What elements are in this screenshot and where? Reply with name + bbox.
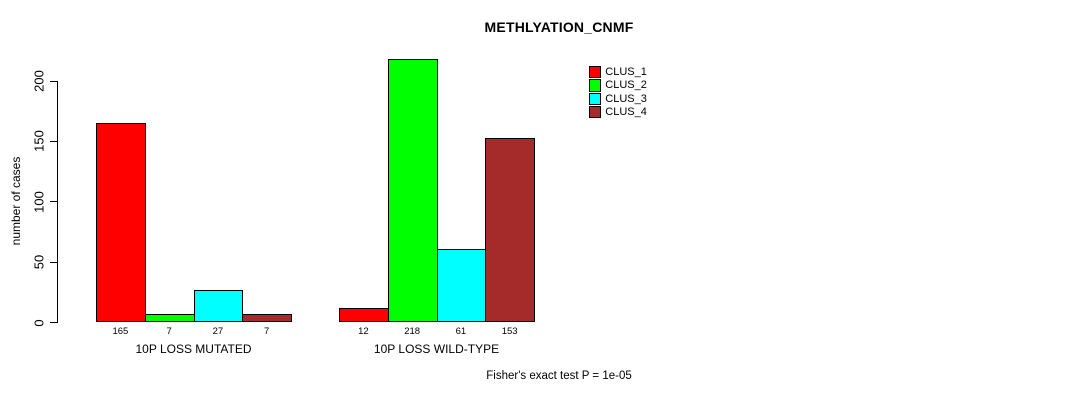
bar-clus_3: [193, 289, 244, 323]
legend-item: CLUS_2: [589, 79, 647, 92]
legend-item: CLUS_3: [589, 92, 647, 106]
y-tick-label: 0: [31, 318, 46, 327]
y-tick: [50, 140, 57, 142]
y-tick-label: 200: [31, 70, 46, 92]
bar-value-label: 7: [263, 326, 270, 337]
bar-clus_3: [436, 248, 487, 323]
y-tick: [50, 322, 57, 323]
legend-swatch-clus_1: [589, 66, 602, 79]
y-tick-label: 100: [31, 190, 46, 213]
y-axis-line: [57, 81, 58, 323]
legend: CLUS_1 CLUS_2 CLUS_3 CLUS_4: [589, 66, 647, 119]
bar-clus_4: [242, 314, 292, 323]
bar-value-label: 61: [455, 326, 467, 337]
y-tick-label: 150: [31, 130, 46, 153]
y-tick: [50, 261, 57, 263]
legend-item: CLUS_1: [589, 66, 647, 79]
y-tick: [50, 201, 57, 203]
bar-clus_1: [96, 123, 146, 323]
legend-label: CLUS_3: [605, 92, 647, 105]
legend-label: CLUS_4: [605, 106, 647, 119]
bar-clus_4: [485, 137, 535, 323]
bar-clus_2: [387, 59, 438, 323]
y-tick: [50, 80, 57, 82]
legend-swatch-clus_4: [589, 106, 602, 119]
bar-value-label: 7: [166, 326, 172, 337]
bar-value-label: 153: [501, 326, 518, 337]
legend-label: CLUS_1: [605, 66, 647, 78]
legend-swatch-clus_3: [589, 92, 602, 106]
y-axis-label: number of cases: [9, 156, 23, 246]
bar-value-label: 12: [358, 326, 369, 337]
bar-value-label: 27: [212, 326, 224, 337]
y-tick-label: 50: [31, 254, 46, 270]
footnote: Fisher's exact test P = 1e-05: [486, 370, 632, 382]
bar-value-label: 218: [404, 326, 421, 337]
legend-swatch-clus_2: [589, 79, 602, 92]
bar-value-label: 165: [112, 326, 129, 337]
chart-title: METHLYATION_CNMF: [484, 19, 634, 35]
legend-item: CLUS_4: [589, 106, 647, 119]
bar-clus_1: [339, 308, 389, 323]
group-label: 10P LOSS MUTATED: [135, 341, 252, 356]
group-label: 10P LOSS WILD-TYPE: [373, 341, 500, 356]
bar-clus_2: [144, 314, 195, 323]
legend-label: CLUS_2: [605, 79, 647, 92]
